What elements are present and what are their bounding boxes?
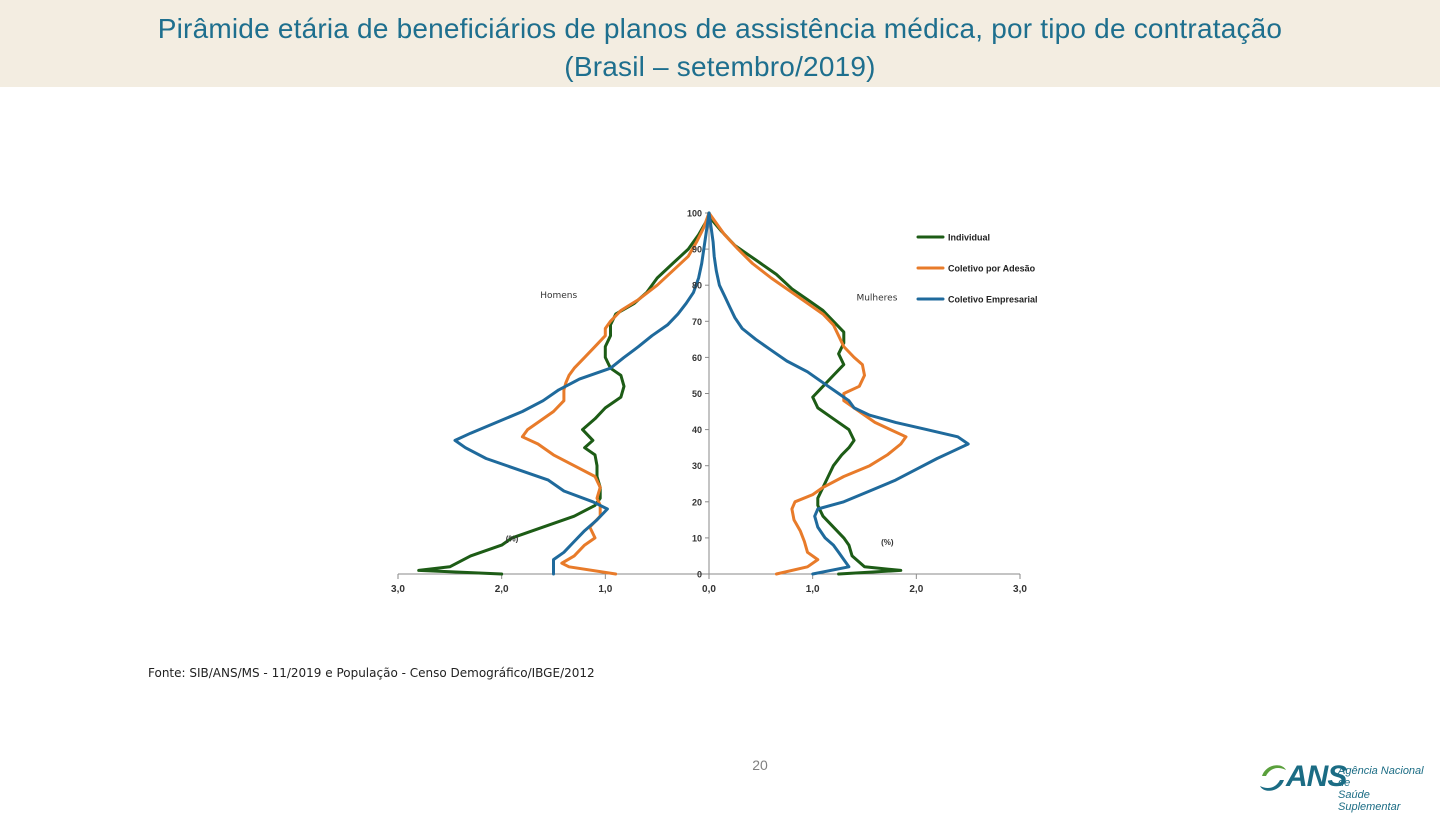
- y-tick-label: 100: [687, 209, 702, 219]
- source-note: Fonte: SIB/ANS/MS - 11/2019 e População …: [148, 666, 595, 680]
- y-tick-label: 40: [692, 425, 702, 435]
- population-pyramid-chart: 3,0 2,0 1,0 0,0 1,0 2,0 3,0 0 10 20 30 40 50 60 70 80 90…: [391, 209, 1038, 596]
- page-number: 20: [752, 757, 768, 773]
- x-tick-label: 2,0: [909, 584, 923, 595]
- series-line-women-individual: [707, 211, 903, 576]
- series-line-men-coletivo-empresarial: [453, 211, 711, 576]
- x-tick-label: 2,0: [495, 584, 509, 595]
- legend-label-coletivo-por-adesao: Coletivo por Adesão: [948, 264, 1036, 274]
- logo-text: Agência Nacional de Saúde Suplementar: [1338, 765, 1430, 813]
- logo-line-1: Agência Nacional de: [1338, 765, 1424, 789]
- y-tick-label: 90: [692, 245, 702, 255]
- unit-label-men: (%): [506, 535, 519, 544]
- side-label-women: Mulheres: [856, 293, 897, 303]
- side-label-men: Homens: [540, 291, 577, 301]
- title-band: [0, 0, 1440, 87]
- title-line-1: Pirâmide etária de beneficiários de plan…: [157, 13, 1283, 44]
- title-line-2: (Brasil – setembro/2019): [564, 51, 876, 82]
- logo-line-2: Saúde Suplementar: [1338, 789, 1401, 813]
- x-tick-label: 0,0: [702, 584, 716, 595]
- ans-swoosh-icon: [1260, 765, 1286, 791]
- series-line-women-coletivo-por-adesao: [707, 211, 908, 576]
- x-tick-label: 3,0: [391, 584, 405, 595]
- y-tick-label: 60: [692, 353, 702, 363]
- legend-label-coletivo-empresarial: Coletivo Empresarial: [948, 295, 1038, 305]
- y-tick-label: 30: [692, 461, 702, 471]
- series-line-women-coletivo-empresarial: [707, 211, 970, 576]
- y-tick-label: 50: [692, 389, 702, 399]
- x-tick-label: 1,0: [806, 584, 820, 595]
- x-tick-label: 3,0: [1013, 584, 1027, 595]
- y-tick-label: 10: [692, 533, 702, 543]
- logo-acronym: ANS: [1286, 760, 1347, 793]
- y-tick-label: 80: [692, 281, 702, 291]
- ans-logo: ANS Agência Nacional de Saúde Suplementa…: [1258, 758, 1428, 813]
- y-tick-label: 0: [697, 570, 702, 580]
- legend-label-individual: Individual: [948, 233, 990, 243]
- x-tick-label: 1,0: [598, 584, 612, 595]
- unit-label-women: (%): [881, 538, 894, 547]
- y-tick-label: 70: [692, 317, 702, 327]
- y-tick-label: 20: [692, 497, 702, 507]
- page-title: Pirâmide etária de beneficiários de plan…: [0, 10, 1440, 86]
- series-line-men-coletivo-por-adesao: [520, 211, 711, 576]
